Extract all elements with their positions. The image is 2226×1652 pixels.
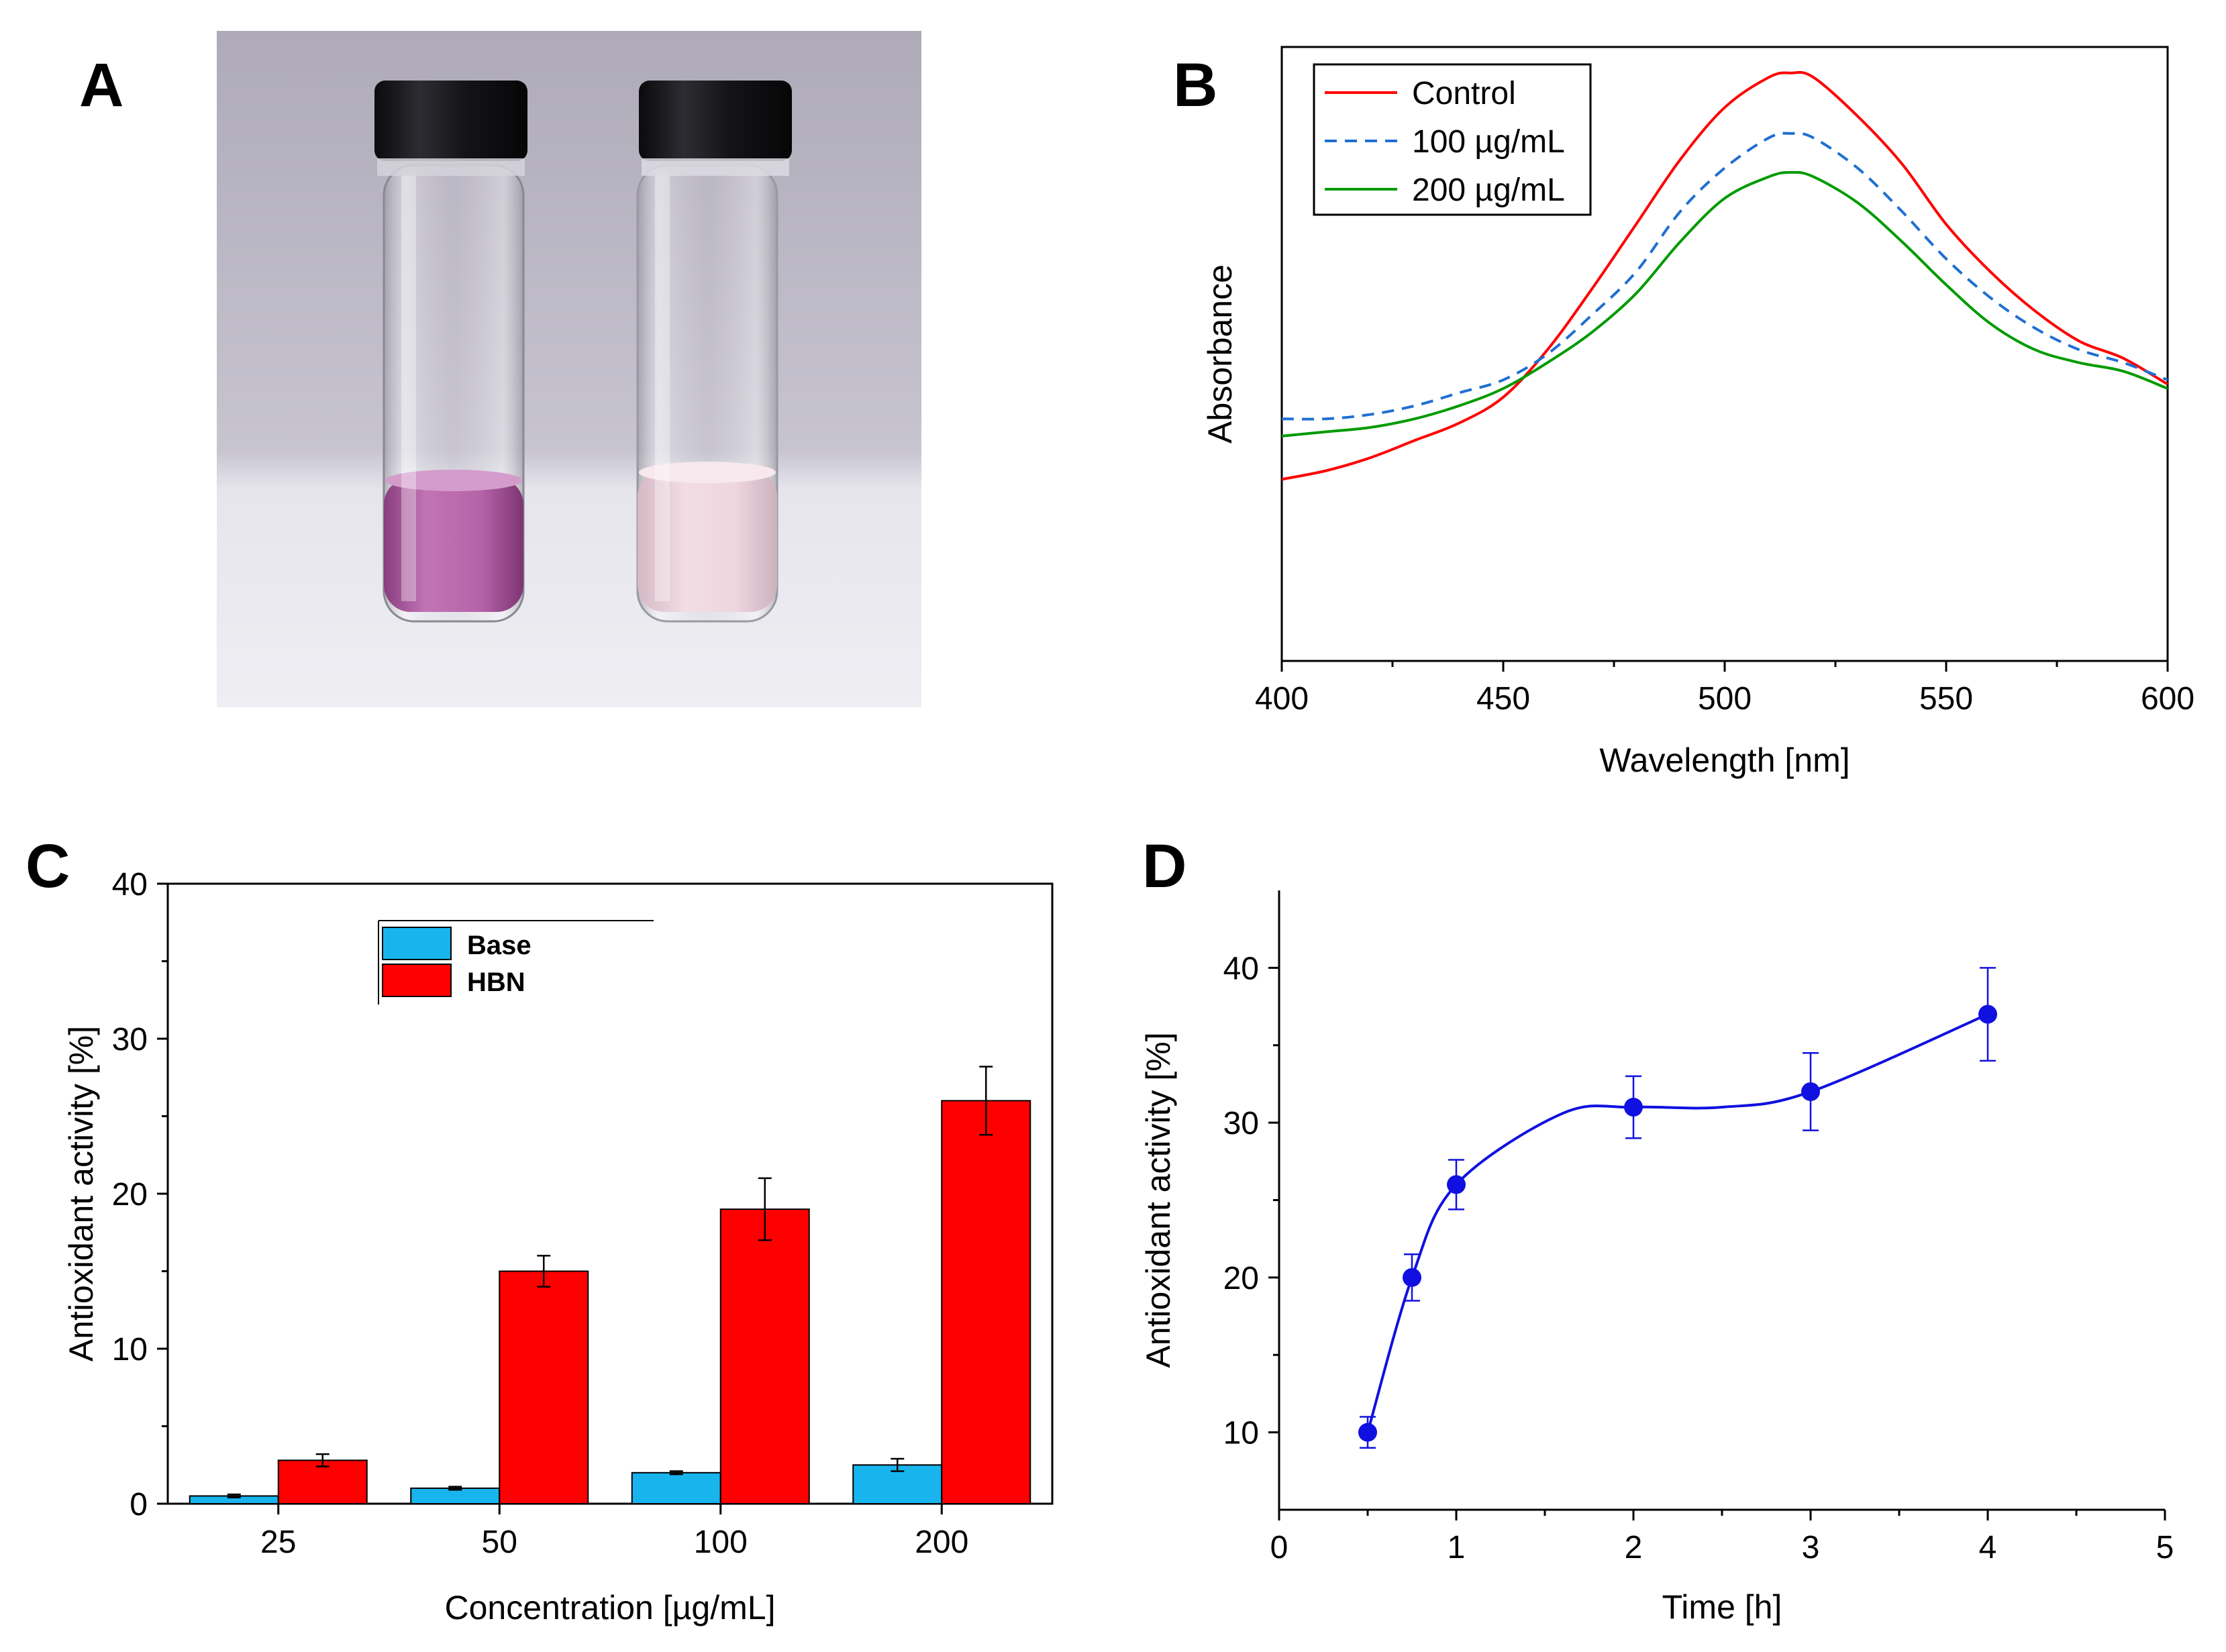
y-tick-label: 10 [1223,1416,1259,1451]
chart-c: 0 10 20 30 40 25 50 100 200 Concentration [µg/mL]… [62,867,1054,1627]
y-tick-label: 30 [1223,1106,1259,1141]
x-tick-label: 0 [1270,1530,1288,1565]
series-line-3 [1281,170,2168,437]
bar-base [631,1472,721,1505]
panel-b: B 400 450 500 550 600 Wavelength [nm] Absorban… [1173,46,2194,779]
legend-label: 200 µg/mL [1412,172,1565,208]
bar-hbn [719,1208,810,1504]
fit-curve [1366,1013,1988,1433]
panel-b-letter: B [1173,51,1217,119]
x-axis-title: Concentration [µg/mL] [445,1589,776,1627]
x-tick-label: 400 [1255,681,1309,717]
legend-label: Control [1412,76,1516,111]
x-tick-label: 550 [1919,681,1973,717]
x-tick-label: 100 [694,1525,748,1560]
x-tick-label: 450 [1476,681,1530,717]
x-tick-label: 500 [1698,681,1752,717]
vials-photo [217,31,921,707]
x-tick-label: 200 [915,1525,968,1560]
x-tick-label: 4 [1979,1530,1997,1565]
y-tick-label: 40 [112,867,148,902]
series-line-2 [1281,132,2168,421]
data-point [1358,1423,1377,1442]
x-tick-label: 1 [1448,1530,1466,1565]
y-tick-label: 20 [1223,1261,1259,1296]
y-axis-title: Antioxidant activity [%] [1140,1032,1177,1367]
chart-d: 0 1 2 3 4 5 10 20 30 40 Time [h] Antioxidant activi… [1140,890,2174,1626]
data-point [1403,1268,1421,1287]
x-axis-title: Wavelength [nm] [1599,741,1850,779]
legend-swatch [382,927,452,960]
panel-c-letter: C [26,832,70,900]
x-tick-label: 600 [2141,681,2194,717]
y-tick-label: 10 [112,1332,148,1367]
panel-d-letter: D [1142,832,1186,900]
data-point [1801,1082,1820,1101]
x-tick-label: 50 [482,1525,517,1560]
legend-label: 100 µg/mL [1412,124,1565,160]
plot-frame [166,882,1054,1505]
y-axis-title: Antioxidant activity [%] [62,1026,100,1361]
legend-label: Base [467,931,532,960]
x-tick-label: 2 [1625,1530,1643,1565]
y-tick-label: 20 [112,1177,148,1212]
bar-hbn [499,1270,589,1504]
x-axis-title: Time [h] [1662,1588,1782,1626]
data-point [1447,1175,1466,1194]
y-tick-label: 30 [112,1022,148,1057]
chart-b: 400 450 500 550 600 Wavelength [nm] Absorbance… [1201,46,2194,779]
panel-a: A [79,31,921,707]
y-axis-title: Absorbance [1201,264,1239,444]
series-line-1 [1281,70,2169,481]
x-tick-label: 5 [2156,1530,2174,1565]
data-point [1978,1004,1997,1024]
panel-a-letter: A [79,51,123,119]
legend-swatch [382,964,452,997]
legend: Base HBN [378,920,654,1004]
vial-control [374,81,527,623]
y-tick-label: 0 [130,1487,148,1522]
data-point [1624,1098,1643,1117]
bar-hbn [941,1100,1031,1504]
panel-d: D 0 1 2 3 4 5 10 20 30 40 Time [h] Antioxidant acti… [1140,832,2174,1626]
legend-label: HBN [467,968,525,997]
legend: Control 100 µg/mL 200 µg/mL [1313,63,1592,216]
panel-c: C 0 10 20 30 40 25 50 100 200 Concentration [µg/m… [26,832,1054,1627]
y-tick-label: 40 [1223,951,1259,986]
bar-hbn [277,1459,368,1505]
vial-treated [636,81,792,623]
x-tick-label: 25 [260,1525,296,1560]
x-tick-label: 3 [1802,1530,1820,1565]
